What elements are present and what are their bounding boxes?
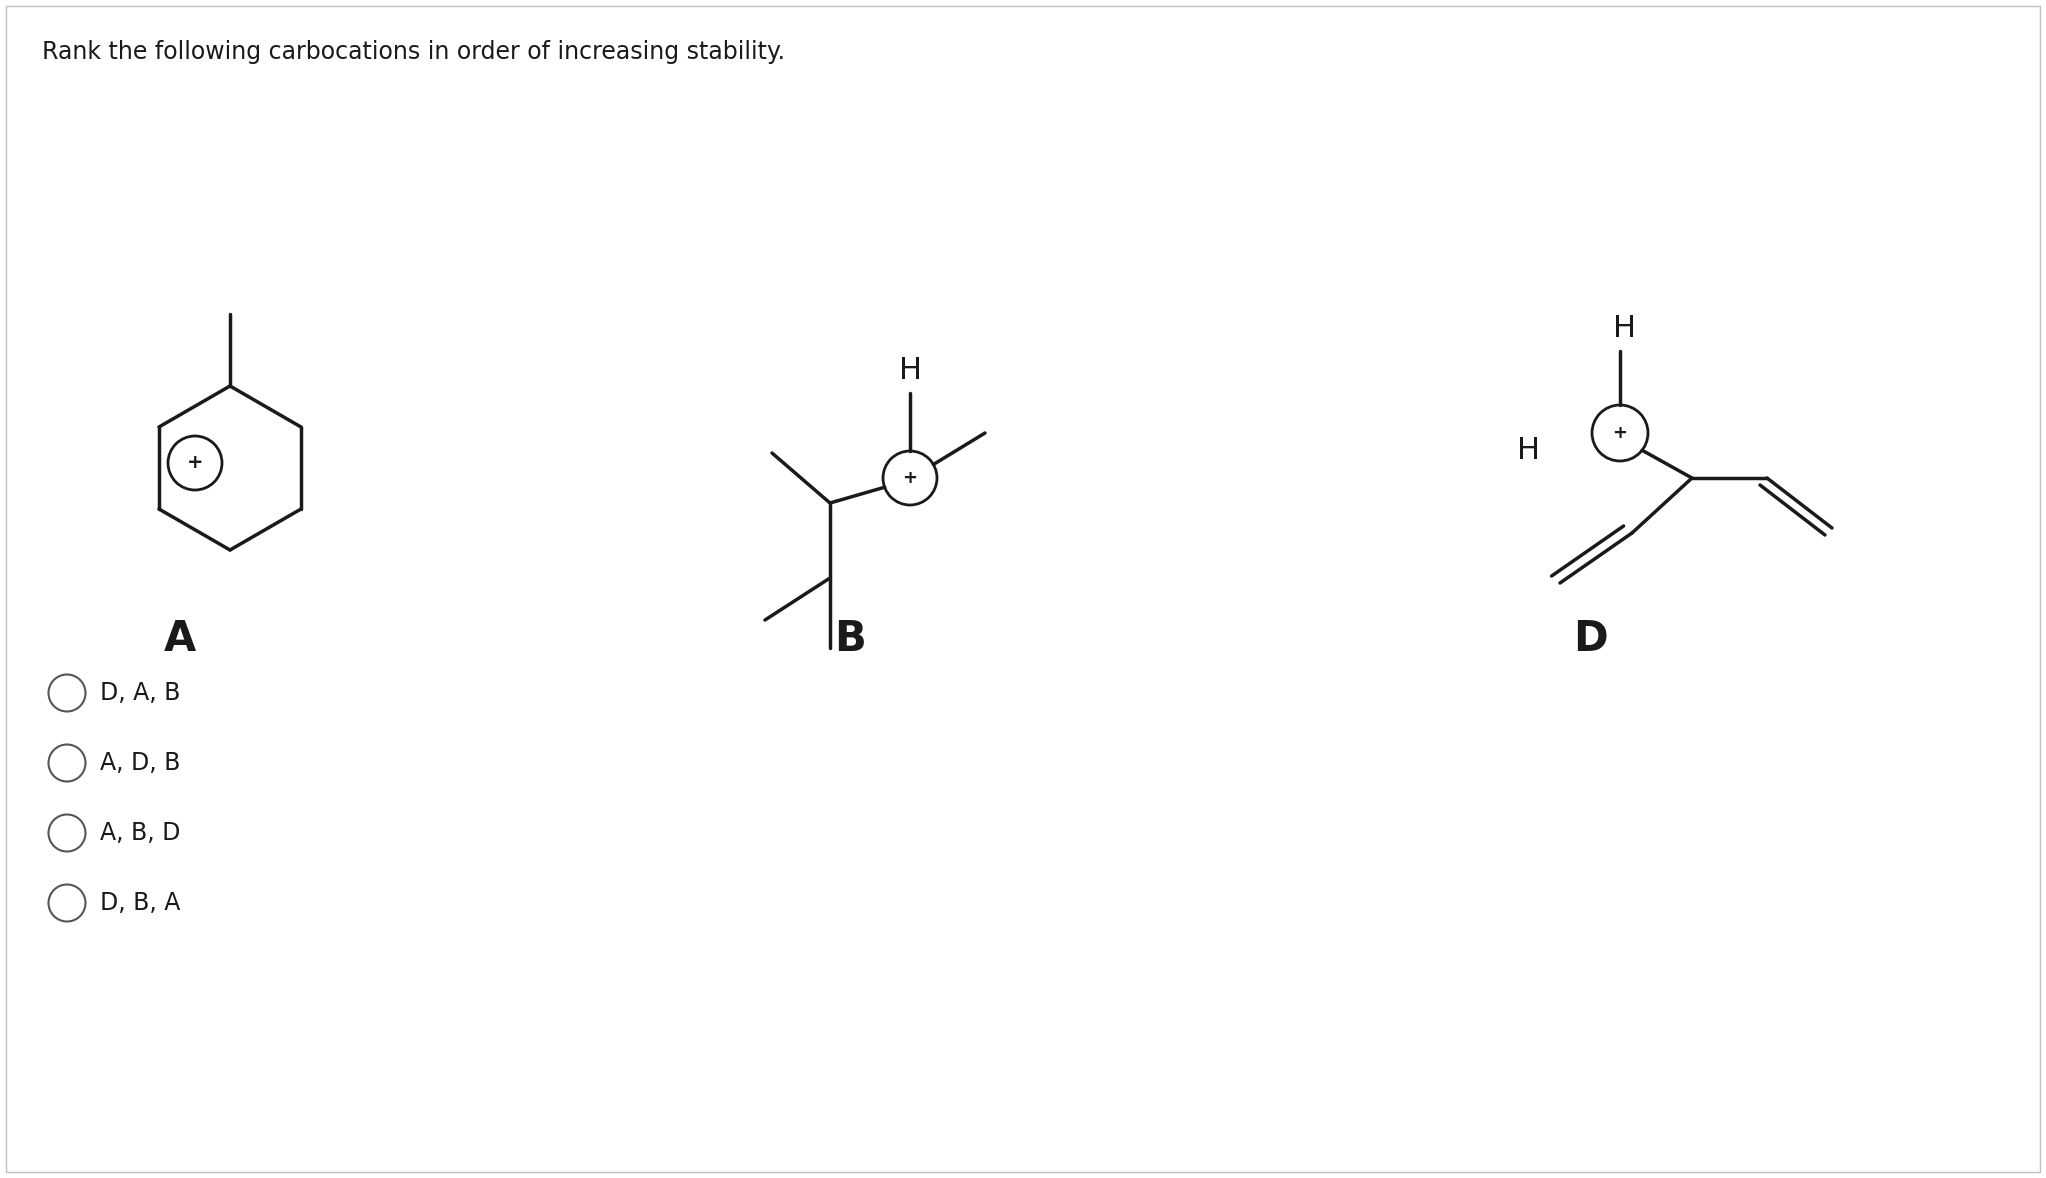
Text: A, B, D: A, B, D <box>100 821 180 845</box>
Text: H: H <box>1614 315 1637 343</box>
Text: A: A <box>164 618 196 660</box>
Text: H: H <box>898 356 921 385</box>
Text: +: + <box>186 454 203 472</box>
Text: D, B, A: D, B, A <box>100 891 180 915</box>
Text: D, A, B: D, A, B <box>100 681 180 704</box>
Text: +: + <box>1612 424 1627 442</box>
Text: Rank the following carbocations in order of increasing stability.: Rank the following carbocations in order… <box>43 40 786 64</box>
Text: B: B <box>835 618 865 660</box>
Text: +: + <box>902 469 917 487</box>
Text: A, D, B: A, D, B <box>100 752 180 775</box>
FancyBboxPatch shape <box>6 6 2040 1172</box>
Text: D: D <box>1573 618 1608 660</box>
Text: H: H <box>1516 437 1541 465</box>
